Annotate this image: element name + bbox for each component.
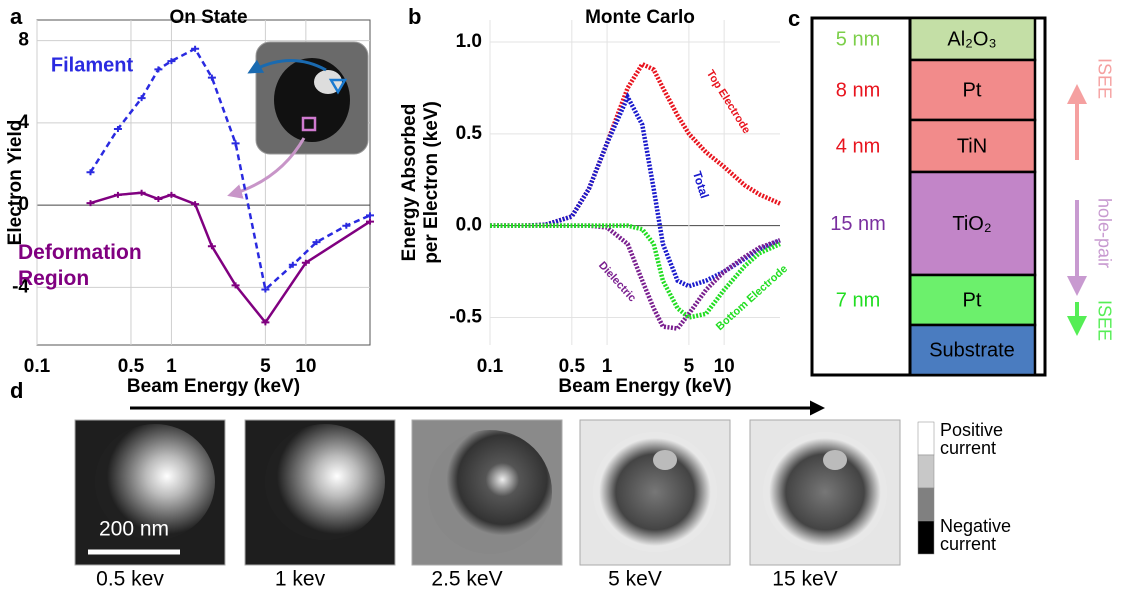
colorbar-label: Negative current	[940, 517, 1030, 553]
layer-thickness: 8 nm	[836, 79, 880, 101]
image-blob	[763, 432, 887, 552]
x-tick-label: 10	[714, 356, 735, 377]
x-tick-label: 5	[684, 356, 695, 377]
layer-material: TiO₂	[952, 213, 991, 235]
layer-material: TiN	[957, 135, 987, 157]
image-label: 2.5 keV	[431, 568, 502, 591]
y-tick-label: 0.5	[456, 123, 483, 144]
image-label: 0.5 kev	[96, 568, 164, 591]
x-tick-label: 0.1	[477, 356, 504, 377]
y-tick-label: 8	[18, 30, 29, 51]
y-tick-label: 0.0	[456, 215, 482, 236]
image-label: 15 keV	[772, 568, 837, 591]
y-axis-label: Energy Absorbed	[399, 104, 420, 262]
image-label: 1 kev	[275, 568, 326, 591]
x-tick-label: 1	[602, 356, 613, 377]
carrier-label: ISEE	[1094, 58, 1114, 99]
figure-canvas: -40480.10.51510aOn StateBeam Energy (keV…	[0, 0, 1130, 595]
x-tick-label: 0.1	[24, 356, 51, 377]
image-label: 5 keV	[608, 568, 662, 591]
panel-label: d	[10, 378, 23, 403]
y-axis-label: per Electron (keV)	[421, 101, 442, 264]
image-blob	[265, 424, 385, 540]
colorbar-step	[918, 488, 934, 521]
layer-thickness: 15 nm	[830, 213, 886, 235]
layer-thickness: 7 nm	[836, 289, 880, 311]
layer-material: Pt	[963, 79, 982, 101]
chart-title: Monte Carlo	[585, 7, 695, 28]
carrier-label: ISEE	[1094, 300, 1114, 341]
x-tick-label: 1	[166, 356, 177, 377]
layer-material: Substrate	[929, 339, 1015, 361]
chart-title: On State	[169, 7, 247, 28]
x-tick-label: 10	[295, 356, 316, 377]
panel-label: a	[10, 4, 23, 29]
figure: -40480.10.51510aOn StateBeam Energy (keV…	[0, 0, 1130, 595]
image-blob	[653, 450, 677, 470]
layer-material: Al₂O₃	[947, 28, 996, 50]
panel-label: b	[408, 4, 421, 29]
colorbar-step	[918, 521, 934, 554]
x-tick-label: 0.5	[118, 356, 145, 377]
colorbar-label: Positive current	[940, 421, 1030, 457]
panel-label: c	[788, 6, 800, 31]
y-tick-label: -0.5	[449, 306, 482, 327]
layer-material: Pt	[963, 289, 982, 311]
image-blob	[823, 450, 847, 470]
x-axis-label: Beam Energy (keV)	[558, 376, 731, 397]
layer-thickness: 4 nm	[836, 135, 880, 157]
image-blob	[593, 432, 717, 552]
y-axis-label: Electron Yield	[5, 120, 26, 246]
legend-label: Deformation Region	[18, 240, 168, 293]
image-blob	[428, 430, 552, 554]
y-tick-label: 1.0	[456, 31, 482, 52]
x-tick-label: 5	[260, 356, 271, 377]
legend-label: Filament	[51, 54, 134, 76]
colorbar-step	[918, 455, 934, 488]
carrier-label: hole-pair	[1094, 198, 1114, 268]
colorbar-step	[918, 422, 934, 455]
scale-bar-label: 200 nm	[99, 518, 169, 541]
x-tick-label: 0.5	[559, 356, 586, 377]
x-axis-label: Beam Energy (keV)	[127, 376, 300, 397]
layer-thickness: 5 nm	[836, 28, 880, 50]
